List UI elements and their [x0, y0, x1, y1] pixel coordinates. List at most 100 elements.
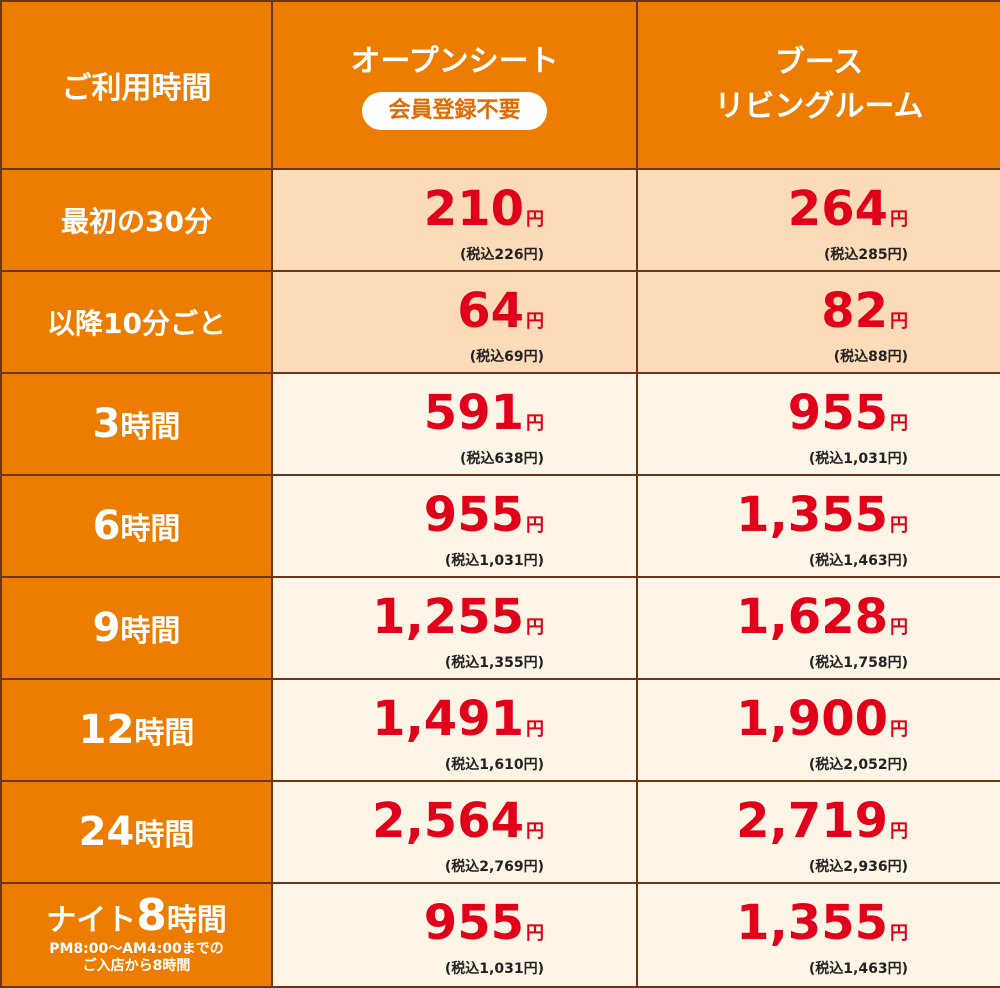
booth-price-cell: 1,355 円 (税込1,463円) — [636, 474, 1000, 578]
yen-unit: 円 — [526, 413, 544, 434]
price-amount: 2,564 円 — [372, 793, 544, 849]
price-tax-included: (税込285円) — [823, 247, 908, 263]
price-amount: 1,355 円 — [736, 487, 908, 543]
booth-price-cell: 1,628 円 (税込1,758円) — [636, 576, 1000, 680]
row-label-text: 9時間 — [92, 605, 181, 651]
price-tax-included: (税込638円) — [459, 451, 544, 467]
row-label-text: 3時間 — [92, 401, 181, 447]
yen-unit: 円 — [526, 617, 544, 638]
open-seat-price-cell: 1,255 円 (税込1,355円) — [271, 576, 638, 680]
yen-unit: 円 — [890, 413, 908, 434]
row-label: 6時間 — [0, 474, 273, 578]
row-label: 最初の30分 — [0, 168, 273, 272]
price-amount: 64 円 — [457, 283, 544, 339]
price-amount: 210 円 — [423, 181, 544, 237]
row-label-text: 24時間 — [78, 809, 195, 855]
yen-unit: 円 — [526, 719, 544, 740]
booth-price-cell: 1,900 円 (税込2,052円) — [636, 678, 1000, 782]
row-label-text: ナイト8時間 — [46, 889, 227, 941]
price-tax-included: (税込1,610円) — [444, 757, 544, 773]
header-row: ご利用時間 オープンシート 会員登録不要 ブース リビングルーム — [0, 0, 1000, 170]
yen-unit: 円 — [890, 617, 908, 638]
open-seat-price-cell: 591 円 (税込638円) — [271, 372, 638, 476]
price-row-night-8h: ナイト8時間 PM8:00～AM4:00までの ご入店から8時間 955 円 (税… — [0, 882, 1000, 988]
price-tax-included: (税込1,463円) — [808, 961, 908, 977]
price-amount: 2,719 円 — [736, 793, 908, 849]
price-amount: 1,900 円 — [736, 691, 908, 747]
row-label: 9時間 — [0, 576, 273, 680]
row-label-text: 最初の30分 — [61, 205, 212, 238]
booth-title: ブース — [774, 45, 864, 80]
open-seat-price-cell: 955 円 (税込1,031円) — [271, 882, 638, 988]
open-seat-price-cell: 64 円 (税込69円) — [271, 270, 638, 374]
yen-unit: 円 — [890, 311, 908, 332]
price-tax-included: (税込1,758円) — [808, 655, 908, 671]
price-amount: 1,255 円 — [372, 589, 544, 645]
price-amount: 955 円 — [423, 487, 544, 543]
usage-time-header: ご利用時間 — [0, 0, 273, 170]
price-tax-included: (税込88円) — [833, 349, 908, 365]
night-note-line1: PM8:00～AM4:00までの — [49, 940, 224, 957]
usage-time-header-label: ご利用時間 — [61, 71, 212, 106]
open-seat-price-cell: 1,491 円 (税込1,610円) — [271, 678, 638, 782]
price-row-12h: 12時間 1,491 円 (税込1,610円) 1,900 円 (税込2,052円) — [0, 678, 1000, 782]
no-registration-badge: 会員登録不要 — [362, 92, 547, 130]
row-label: 12時間 — [0, 678, 273, 782]
price-tax-included: (税込1,031円) — [444, 961, 544, 977]
price-row-each-10min: 以降10分ごと 64 円 (税込69円) 82 円 (税込88円) — [0, 270, 1000, 374]
price-row-24h: 24時間 2,564 円 (税込2,769円) 2,719 円 (税込2,936円) — [0, 780, 1000, 884]
row-label-text: 以降10分ごと — [47, 307, 226, 340]
open-seat-title: オープンシート — [350, 44, 559, 79]
booth-price-cell: 82 円 (税込88円) — [636, 270, 1000, 374]
price-tax-included: (税込69円) — [469, 349, 544, 365]
price-amount: 955 円 — [423, 895, 544, 951]
booth-price-cell: 1,355 円 (税込1,463円) — [636, 882, 1000, 988]
yen-unit: 円 — [526, 923, 544, 944]
open-seat-price-cell: 210 円 (税込226円) — [271, 168, 638, 272]
price-tax-included: (税込1,355円) — [444, 655, 544, 671]
price-tax-included: (税込2,052円) — [808, 757, 908, 773]
row-label: 24時間 — [0, 780, 273, 884]
price-row-first-30min: 最初の30分 210 円 (税込226円) 264 円 (税込285円) — [0, 168, 1000, 272]
price-row-3h: 3時間 591 円 (税込638円) 955 円 (税込1,031円) — [0, 372, 1000, 476]
living-room-title: リビングルーム — [714, 89, 924, 124]
yen-unit: 円 — [526, 311, 544, 332]
price-tax-included: (税込2,769円) — [444, 859, 544, 875]
yen-unit: 円 — [526, 821, 544, 842]
price-tax-included: (税込1,031円) — [808, 451, 908, 467]
booth-price-cell: 2,719 円 (税込2,936円) — [636, 780, 1000, 884]
yen-unit: 円 — [890, 719, 908, 740]
row-label: ナイト8時間 PM8:00～AM4:00までの ご入店から8時間 — [0, 882, 273, 988]
price-amount: 1,491 円 — [372, 691, 544, 747]
price-amount: 1,628 円 — [736, 589, 908, 645]
price-amount: 591 円 — [423, 385, 544, 441]
yen-unit: 円 — [890, 515, 908, 536]
yen-unit: 円 — [526, 209, 544, 230]
price-row-9h: 9時間 1,255 円 (税込1,355円) 1,628 円 (税込1,758円) — [0, 576, 1000, 680]
yen-unit: 円 — [526, 515, 544, 536]
yen-unit: 円 — [890, 923, 908, 944]
price-tax-included: (税込226円) — [459, 247, 544, 263]
night-note-line2: ご入店から8時間 — [82, 957, 191, 974]
booth-header: ブース リビングルーム — [636, 0, 1000, 170]
yen-unit: 円 — [890, 821, 908, 842]
price-amount: 82 円 — [821, 283, 908, 339]
price-row-6h: 6時間 955 円 (税込1,031円) 1,355 円 (税込1,463円) — [0, 474, 1000, 578]
open-seat-price-cell: 955 円 (税込1,031円) — [271, 474, 638, 578]
price-tax-included: (税込1,031円) — [444, 553, 544, 569]
booth-price-cell: 955 円 (税込1,031円) — [636, 372, 1000, 476]
open-seat-price-cell: 2,564 円 (税込2,769円) — [271, 780, 638, 884]
row-label: 以降10分ごと — [0, 270, 273, 374]
row-label: 3時間 — [0, 372, 273, 476]
price-tax-included: (税込2,936円) — [808, 859, 908, 875]
price-amount: 264 円 — [787, 181, 908, 237]
open-seat-header: オープンシート 会員登録不要 — [271, 0, 638, 170]
booth-price-cell: 264 円 (税込285円) — [636, 168, 1000, 272]
row-label-text: 6時間 — [92, 503, 181, 549]
price-amount: 1,355 円 — [736, 895, 908, 951]
price-tax-included: (税込1,463円) — [808, 553, 908, 569]
yen-unit: 円 — [890, 209, 908, 230]
price-amount: 955 円 — [787, 385, 908, 441]
row-label-text: 12時間 — [78, 707, 195, 753]
